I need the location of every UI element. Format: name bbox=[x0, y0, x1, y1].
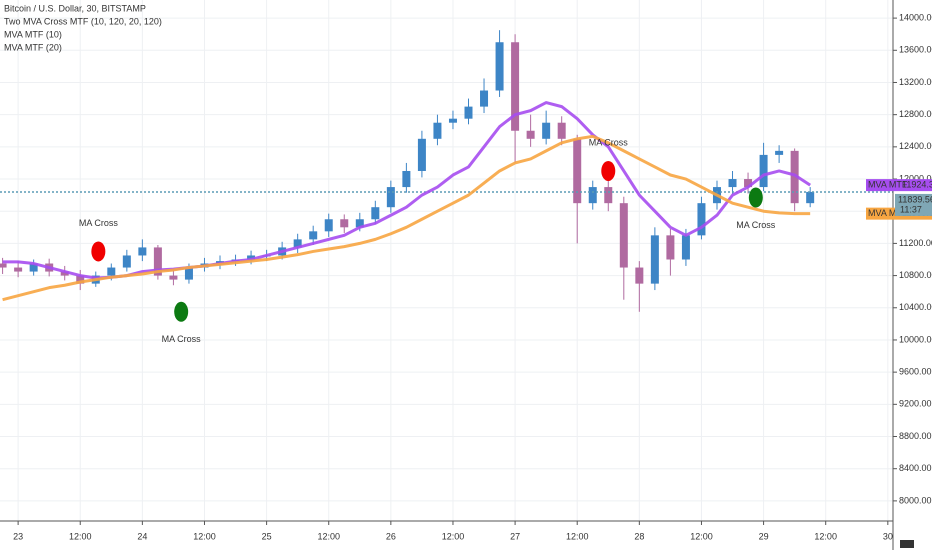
cross-signal bbox=[748, 187, 763, 208]
candle-body bbox=[526, 130, 535, 139]
candle-body bbox=[542, 122, 551, 139]
candle-body bbox=[29, 263, 38, 272]
y-tick-label: 12400.00 bbox=[899, 141, 932, 151]
logo bbox=[900, 540, 914, 548]
candle-body bbox=[681, 235, 690, 260]
x-tick-label: 12:00 bbox=[690, 531, 713, 541]
candle-body bbox=[169, 275, 178, 280]
current-price-box bbox=[895, 193, 932, 216]
candle-body bbox=[666, 235, 675, 260]
candle-body bbox=[324, 219, 333, 232]
signal-label: MA Cross bbox=[79, 218, 119, 228]
x-tick-label: 25 bbox=[262, 531, 272, 541]
signal-label: MA Cross bbox=[736, 220, 776, 230]
candle-body bbox=[386, 187, 395, 208]
y-tick-label: 10400.00 bbox=[899, 302, 932, 312]
candle-body bbox=[247, 255, 256, 260]
x-tick-label: 12:00 bbox=[193, 531, 216, 541]
price-box-name: MVA MTF bbox=[868, 179, 908, 189]
y-tick-label: 13600.00 bbox=[899, 45, 932, 55]
price-box bbox=[866, 179, 932, 192]
y-tick-label: 8800.00 bbox=[899, 431, 932, 441]
candle-body bbox=[588, 187, 597, 204]
price-box-value: 11924.37 bbox=[902, 179, 932, 189]
indicator-label: Two MVA Cross MTF (10, 120, 20, 120) bbox=[4, 16, 162, 26]
moving-average-line bbox=[2, 134, 811, 302]
candle-body bbox=[340, 219, 349, 228]
indicator-label: MVA MTF (20) bbox=[4, 42, 62, 52]
candle-body bbox=[464, 106, 473, 119]
x-tick-label: 29 bbox=[759, 531, 769, 541]
x-tick-label: 12:00 bbox=[566, 531, 589, 541]
candle-body bbox=[122, 255, 131, 268]
candle-body bbox=[76, 275, 85, 284]
plot: MA Cross MA Cross MA Cross MA Cross bbox=[0, 30, 893, 344]
candle-body bbox=[402, 170, 411, 188]
x-tick-label: 12:00 bbox=[317, 531, 340, 541]
candle-body bbox=[355, 219, 364, 228]
x-tick-label: 30 bbox=[883, 531, 893, 541]
y-tick-label: 8400.00 bbox=[899, 463, 932, 473]
candle-body bbox=[619, 203, 628, 268]
indicator-label: MVA MTF (10) bbox=[4, 29, 62, 39]
candle-body bbox=[495, 42, 504, 91]
candle-body bbox=[138, 247, 147, 256]
x-tick-label: 23 bbox=[13, 531, 23, 541]
candle-body bbox=[184, 267, 193, 280]
y-tick-label: 12800.00 bbox=[899, 109, 932, 119]
moving-average-line bbox=[2, 101, 811, 280]
candle-body bbox=[775, 150, 784, 155]
candle-body bbox=[14, 267, 23, 272]
candle-body bbox=[0, 263, 7, 268]
candle-body bbox=[806, 191, 815, 204]
candle-body bbox=[448, 118, 457, 123]
candle-body bbox=[604, 187, 613, 204]
candle-body bbox=[573, 138, 582, 204]
candle-body bbox=[511, 42, 520, 131]
y-tick-label: 8000.00 bbox=[899, 495, 932, 505]
candle-body bbox=[650, 235, 659, 284]
countdown: 11:37 bbox=[900, 204, 922, 214]
x-tick-label: 12:00 bbox=[69, 531, 92, 541]
y-tick-label: 12000.00 bbox=[899, 173, 932, 183]
y-tick-label: 9600.00 bbox=[899, 367, 932, 377]
cross-signal bbox=[601, 160, 616, 181]
signal-label: MA Cross bbox=[162, 334, 202, 344]
price-box-name: MVA MTF bbox=[868, 208, 908, 218]
x-tick-label: 26 bbox=[386, 531, 396, 541]
chart-title: Bitcoin / U.S. Dollar, 30, BITSTAMP bbox=[4, 3, 146, 13]
x-tick-label: 12:00 bbox=[814, 531, 837, 541]
candle-body bbox=[417, 138, 426, 171]
current-price-value: 11839.56 bbox=[898, 194, 932, 204]
candle-body bbox=[759, 154, 768, 188]
candle-body bbox=[293, 239, 302, 248]
candle-body bbox=[107, 267, 116, 276]
candle-body bbox=[790, 150, 799, 204]
candle-body bbox=[309, 231, 318, 240]
candle-body bbox=[433, 122, 442, 139]
candle-body bbox=[557, 122, 566, 139]
cross-signal bbox=[91, 241, 106, 262]
y-tick-label: 10000.00 bbox=[899, 334, 932, 344]
candle-body bbox=[371, 207, 380, 220]
candle-body bbox=[60, 271, 69, 276]
y-tick-label: 14000.00 bbox=[899, 12, 932, 22]
candle-body bbox=[480, 90, 489, 107]
y-tick-label: 9200.00 bbox=[899, 399, 932, 409]
y-tick-label: 10800.00 bbox=[899, 270, 932, 280]
y-tick-label: 13200.00 bbox=[899, 77, 932, 87]
candle-body bbox=[744, 179, 753, 188]
x-tick-label: 27 bbox=[510, 531, 520, 541]
signal-label: MA Cross bbox=[589, 137, 629, 147]
candle-body bbox=[728, 179, 737, 188]
candle-body bbox=[153, 247, 162, 276]
candle-body bbox=[697, 203, 706, 236]
candle-body bbox=[635, 267, 644, 284]
y-tick-label: 11200.00 bbox=[899, 238, 932, 248]
x-tick-label: 24 bbox=[137, 531, 147, 541]
x-tick-label: 28 bbox=[634, 531, 644, 541]
cross-signal bbox=[174, 301, 189, 322]
x-tick-label: 12:00 bbox=[442, 531, 465, 541]
